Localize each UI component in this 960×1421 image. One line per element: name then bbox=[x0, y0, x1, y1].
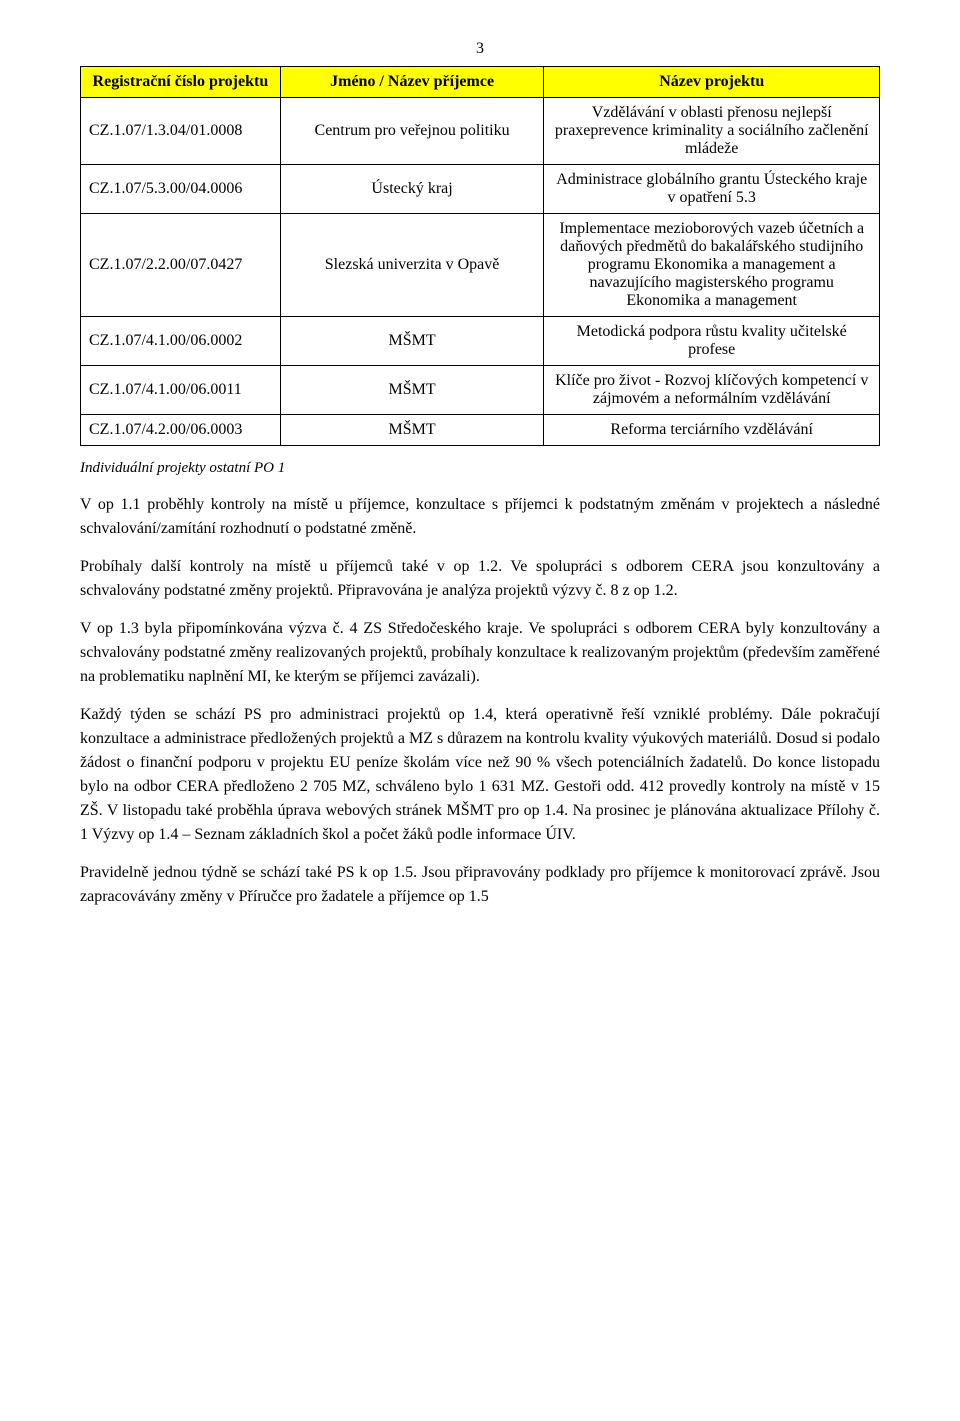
cell-id: CZ.1.07/1.3.04/01.0008 bbox=[81, 98, 281, 165]
col-header-project: Název projektu bbox=[544, 67, 880, 98]
projects-table: Registrační číslo projektu Jméno / Název… bbox=[80, 66, 880, 446]
cell-recipient: Slezská univerzita v Opavě bbox=[280, 214, 544, 317]
table-row: CZ.1.07/4.1.00/06.0011 MŠMT Klíče pro ži… bbox=[81, 366, 880, 415]
page-number: 3 bbox=[80, 40, 880, 58]
cell-recipient: MŠMT bbox=[280, 317, 544, 366]
cell-project: Metodická podpora růstu kvality učitelsk… bbox=[544, 317, 880, 366]
cell-recipient: Centrum pro veřejnou politiku bbox=[280, 98, 544, 165]
cell-recipient: MŠMT bbox=[280, 415, 544, 446]
body-paragraph: Pravidelně jednou týdně se schází také P… bbox=[80, 861, 880, 909]
cell-id: CZ.1.07/4.1.00/06.0011 bbox=[81, 366, 281, 415]
body-paragraph: V op 1.1 proběhly kontroly na místě u př… bbox=[80, 493, 880, 541]
cell-project: Klíče pro život - Rozvoj klíčových kompe… bbox=[544, 366, 880, 415]
cell-project: Reforma terciárního vzdělávání bbox=[544, 415, 880, 446]
col-header-recipient: Jméno / Název příjemce bbox=[280, 67, 544, 98]
table-row: CZ.1.07/5.3.00/04.0006 Ústecký kraj Admi… bbox=[81, 165, 880, 214]
cell-project: Implementace mezioborových vazeb účetníc… bbox=[544, 214, 880, 317]
col-header-id: Registrační číslo projektu bbox=[81, 67, 281, 98]
cell-recipient: MŠMT bbox=[280, 366, 544, 415]
cell-id: CZ.1.07/4.2.00/06.0003 bbox=[81, 415, 281, 446]
table-row: CZ.1.07/4.2.00/06.0003 MŠMT Reforma terc… bbox=[81, 415, 880, 446]
table-row: CZ.1.07/4.1.00/06.0002 MŠMT Metodická po… bbox=[81, 317, 880, 366]
cell-id: CZ.1.07/2.2.00/07.0427 bbox=[81, 214, 281, 317]
table-row: CZ.1.07/2.2.00/07.0427 Slezská univerzit… bbox=[81, 214, 880, 317]
table-row: CZ.1.07/1.3.04/01.0008 Centrum pro veřej… bbox=[81, 98, 880, 165]
cell-project: Vzdělávání v oblasti přenosu nejlepší pr… bbox=[544, 98, 880, 165]
cell-id: CZ.1.07/4.1.00/06.0002 bbox=[81, 317, 281, 366]
body-paragraph: V op 1.3 byla připomínkována výzva č. 4 … bbox=[80, 617, 880, 689]
body-paragraph: Každý týden se schází PS pro administrac… bbox=[80, 703, 880, 847]
table-header-row: Registrační číslo projektu Jméno / Název… bbox=[81, 67, 880, 98]
table-caption: Individuální projekty ostatní PO 1 bbox=[80, 460, 880, 477]
cell-project: Administrace globálního grantu Ústeckého… bbox=[544, 165, 880, 214]
cell-id: CZ.1.07/5.3.00/04.0006 bbox=[81, 165, 281, 214]
page-container: 3 Registrační číslo projektu Jméno / Náz… bbox=[0, 0, 960, 983]
cell-recipient: Ústecký kraj bbox=[280, 165, 544, 214]
body-paragraph: Probíhaly další kontroly na místě u příj… bbox=[80, 555, 880, 603]
